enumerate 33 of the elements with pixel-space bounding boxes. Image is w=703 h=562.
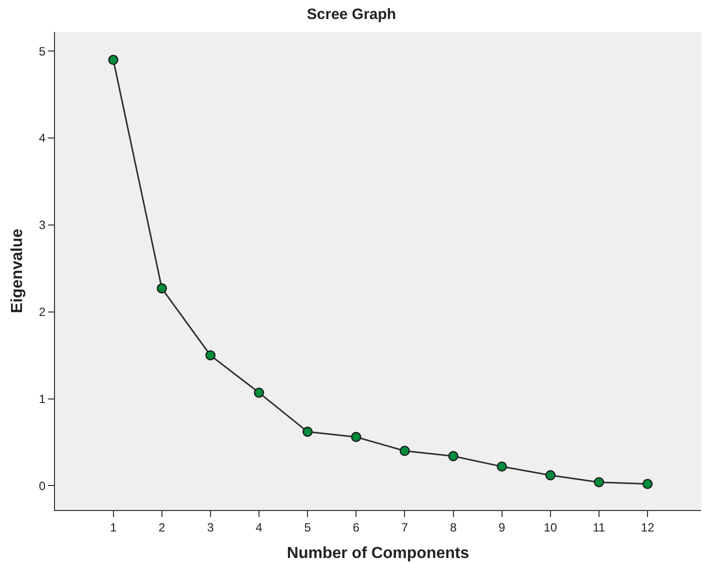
y-tick-label: 4 (38, 131, 46, 146)
point (254, 388, 264, 398)
x-tick-label: 2 (158, 520, 166, 534)
x-tick-label: 7 (401, 520, 408, 534)
point (156, 283, 167, 294)
point (448, 451, 458, 462)
y-tick-label: 3 (38, 218, 46, 232)
x-tick-label: 12 (640, 520, 655, 534)
x-tick-label: 10 (544, 520, 558, 534)
point (496, 461, 507, 472)
y-axis-title: Eigenvalue (8, 228, 26, 314)
x-tick-label: 4 (256, 520, 263, 534)
point (594, 477, 604, 488)
point (545, 470, 556, 480)
point (642, 478, 653, 490)
x-axis-title: Number of Components (286, 545, 470, 562)
y-tick-label: 5 (38, 44, 46, 58)
point (108, 54, 118, 65)
y-tick-label: 0 (38, 478, 46, 493)
point (302, 426, 313, 437)
x-tick-label: 3 (207, 520, 214, 534)
x-tick-label: 1 (110, 520, 117, 534)
x-tick-label: 6 (352, 520, 360, 534)
y-tick-label: 1 (38, 392, 46, 406)
point (351, 432, 362, 442)
x-tick-label: 9 (498, 520, 506, 534)
x-tick-label: 8 (450, 520, 457, 534)
point (205, 350, 216, 360)
chart-title: Scree Graph (306, 6, 396, 23)
x-tick-label: 5 (304, 520, 312, 534)
point (400, 446, 410, 456)
x-tick-label: 11 (592, 520, 606, 534)
y-tick-label: 2 (38, 305, 46, 320)
